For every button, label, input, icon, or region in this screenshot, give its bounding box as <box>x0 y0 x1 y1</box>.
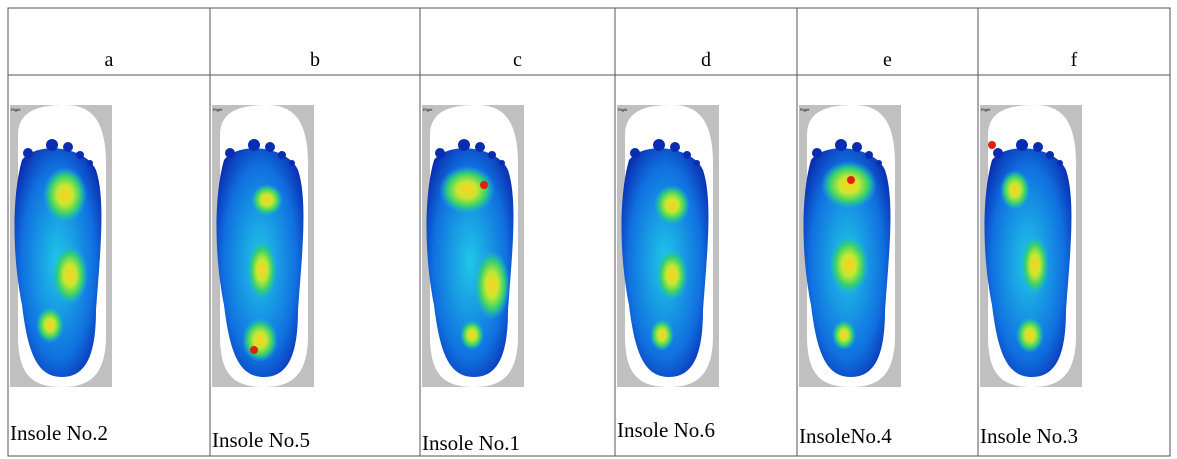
pressure-hotspot <box>1016 317 1044 353</box>
pressure-map: Right <box>980 105 1082 387</box>
pressure-hotspot <box>439 166 495 214</box>
toe-pressure <box>865 151 873 159</box>
toe-pressure <box>46 139 58 151</box>
toe-pressure <box>23 148 33 158</box>
toe-pressure <box>1057 160 1063 166</box>
image-label: Right <box>423 107 433 112</box>
column-header: a <box>105 49 114 71</box>
pressure-map: Right <box>617 105 719 387</box>
toe-pressure <box>812 148 822 158</box>
toe-pressure <box>876 160 882 166</box>
caption: InsoleNo.4 <box>799 424 892 448</box>
caption: Insole No.1 <box>422 431 520 455</box>
peak-pressure <box>250 346 258 354</box>
pressure-hotspot <box>829 235 869 295</box>
pressure-hotspot <box>52 245 88 305</box>
pressure-hotspot <box>247 240 277 300</box>
pressure-hotspot <box>36 307 64 343</box>
pressure-hotspot <box>1000 170 1030 210</box>
pressure-map: Right <box>422 105 524 387</box>
toe-pressure <box>694 160 700 166</box>
toe-pressure <box>475 142 485 152</box>
toe-pressure <box>76 151 84 159</box>
pressure-hotspot <box>474 250 510 320</box>
caption: Insole No.2 <box>10 421 108 445</box>
toe-pressure <box>993 148 1003 158</box>
column-header: c <box>513 49 522 71</box>
peak-pressure <box>847 176 855 184</box>
pressure-map: Right <box>212 105 314 387</box>
image-label: Right <box>213 107 223 112</box>
pressure-hotspot <box>251 184 283 216</box>
caption: Insole No.3 <box>980 424 1078 448</box>
column-header: d <box>701 49 711 71</box>
peak-pressure <box>480 181 488 189</box>
toe-pressure <box>488 151 496 159</box>
pressure-hotspot <box>242 318 278 362</box>
pressure-hotspot <box>654 185 690 225</box>
pressure-hotspot <box>650 319 674 351</box>
pressure-hotspot <box>43 167 87 223</box>
column-header: e <box>883 49 892 71</box>
toe-pressure <box>835 139 847 151</box>
toe-pressure <box>1033 142 1043 152</box>
peak-pressure <box>988 141 996 149</box>
toe-pressure <box>499 160 505 166</box>
pressure-hotspot <box>832 320 856 350</box>
pressure-hotspot <box>656 249 688 301</box>
toe-pressure <box>1016 139 1028 151</box>
toe-pressure <box>248 139 260 151</box>
toe-pressure <box>87 160 93 166</box>
column-header: f <box>1071 49 1078 71</box>
toe-pressure <box>225 148 235 158</box>
pressure-map: Right <box>10 105 112 387</box>
figure-table: a Right Insole No.2 b Right Insole No.5 c Right… <box>0 0 1177 459</box>
toe-pressure <box>653 139 665 151</box>
toe-pressure <box>458 139 470 151</box>
toe-pressure <box>435 148 445 158</box>
image-label: Right <box>800 107 810 112</box>
image-label: Right <box>618 107 628 112</box>
image-label: Right <box>11 107 21 112</box>
page: {"columns": [ {"header": "a", "image_lab… <box>0 0 1177 459</box>
image-label: Right <box>981 107 991 112</box>
toe-pressure <box>670 142 680 152</box>
toe-pressure <box>278 151 286 159</box>
pressure-hotspot <box>1021 235 1049 295</box>
pressure-hotspot <box>460 320 484 350</box>
toe-pressure <box>683 151 691 159</box>
caption: Insole No.6 <box>617 418 715 442</box>
toe-pressure <box>630 148 640 158</box>
toe-pressure <box>1046 151 1054 159</box>
toe-pressure <box>63 142 73 152</box>
toe-pressure <box>289 160 295 166</box>
pressure-map: Right <box>799 105 901 387</box>
toe-pressure <box>852 142 862 152</box>
column-header: b <box>310 49 320 71</box>
toe-pressure <box>265 142 275 152</box>
pressure-hotspot <box>821 161 877 209</box>
caption: Insole No.5 <box>212 428 310 452</box>
